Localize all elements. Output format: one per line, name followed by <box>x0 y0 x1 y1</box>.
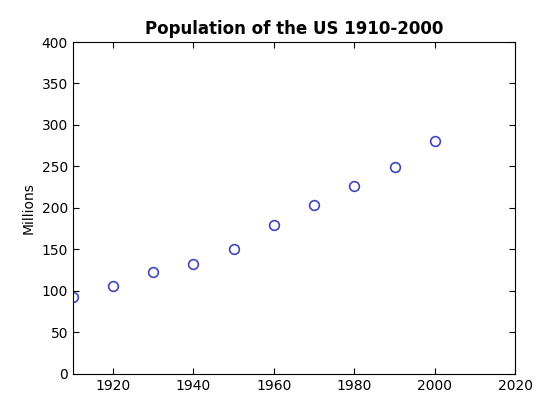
Y-axis label: Millions: Millions <box>22 182 36 234</box>
Title: Population of the US 1910-2000: Population of the US 1910-2000 <box>145 20 443 38</box>
